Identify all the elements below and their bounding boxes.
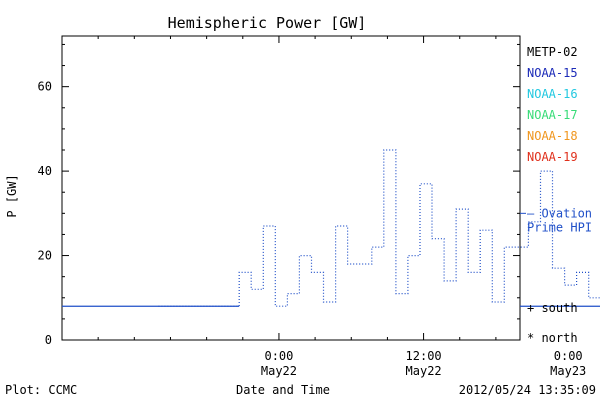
ovation-series-line bbox=[158, 149, 600, 307]
legend-north-key: * north bbox=[527, 331, 578, 345]
x-tick-label-date: May22 bbox=[261, 364, 297, 378]
y-tick-label: 0 bbox=[45, 333, 52, 347]
legend-entry: NOAA-16 bbox=[527, 87, 578, 101]
x-tick-label-time: 0:00 bbox=[554, 349, 583, 363]
legend: METP-02 NOAA-15 NOAA-16 NOAA-17 NOAA-18 NOAA-… bbox=[520, 45, 592, 345]
chart-title: Hemispheric Power [GW] bbox=[168, 14, 367, 32]
legend-south-key: + south bbox=[527, 301, 578, 315]
x-tick-label-time: 0:00 bbox=[264, 349, 293, 363]
x-tick-label-time: 12:00 bbox=[406, 349, 442, 363]
y-tick-label: 60 bbox=[38, 80, 52, 94]
timestamp: 2012/05/24 13:35:09 bbox=[459, 383, 596, 397]
legend-entry: NOAA-19 bbox=[527, 150, 578, 164]
legend-entry: NOAA-15 bbox=[527, 66, 578, 80]
x-tick-label-date: May23 bbox=[550, 364, 586, 378]
legend-entry: NOAA-18 bbox=[527, 129, 578, 143]
legend-entry: METP-02 bbox=[527, 45, 578, 59]
y-tick-label: 20 bbox=[38, 249, 52, 263]
legend-entry: NOAA-17 bbox=[527, 108, 578, 122]
y-axis-label: P [GW] bbox=[5, 174, 19, 217]
y-tick-label: 40 bbox=[38, 164, 52, 178]
plot-credit: Plot: CCMC bbox=[5, 383, 77, 397]
x-axis-label: Date and Time bbox=[236, 383, 330, 397]
legend-ovation-line2: Prime HPI bbox=[527, 220, 592, 234]
legend-ovation-line1: — Ovation bbox=[527, 206, 592, 220]
plot-area: 02040600:00May2212:00May220:00May2312:00… bbox=[38, 35, 600, 378]
x-tick-label-date: May22 bbox=[406, 364, 442, 378]
plot-frame bbox=[61, 35, 521, 341]
